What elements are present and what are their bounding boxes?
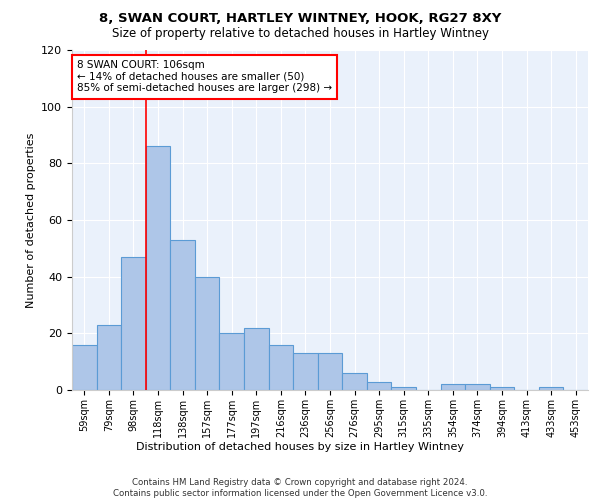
Bar [170,240,195,390]
Text: 8, SWAN COURT, HARTLEY WINTNEY, HOOK, RG27 8XY: 8, SWAN COURT, HARTLEY WINTNEY, HOOK, RG… [99,12,501,26]
Bar [220,334,244,390]
Bar [293,353,318,390]
Text: 8 SWAN COURT: 106sqm
← 14% of detached houses are smaller (50)
85% of semi-detac: 8 SWAN COURT: 106sqm ← 14% of detached h… [77,60,332,94]
Bar [195,276,220,390]
Bar [490,387,514,390]
Bar [72,344,97,390]
Bar [318,353,342,390]
Bar [539,387,563,390]
Bar [391,387,416,390]
Text: Size of property relative to detached houses in Hartley Wintney: Size of property relative to detached ho… [112,28,488,40]
Bar [244,328,269,390]
Bar [440,384,465,390]
Y-axis label: Number of detached properties: Number of detached properties [26,132,35,308]
Bar [269,344,293,390]
Bar [121,257,146,390]
Text: Contains HM Land Registry data © Crown copyright and database right 2024.
Contai: Contains HM Land Registry data © Crown c… [113,478,487,498]
Bar [367,382,391,390]
Bar [97,325,121,390]
Text: Distribution of detached houses by size in Hartley Wintney: Distribution of detached houses by size … [136,442,464,452]
Bar [465,384,490,390]
Bar [342,373,367,390]
Bar [146,146,170,390]
